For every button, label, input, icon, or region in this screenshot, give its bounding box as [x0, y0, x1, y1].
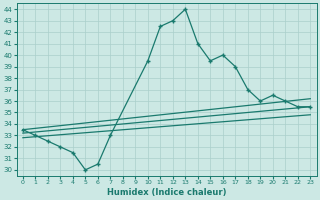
X-axis label: Humidex (Indice chaleur): Humidex (Indice chaleur)	[107, 188, 226, 197]
